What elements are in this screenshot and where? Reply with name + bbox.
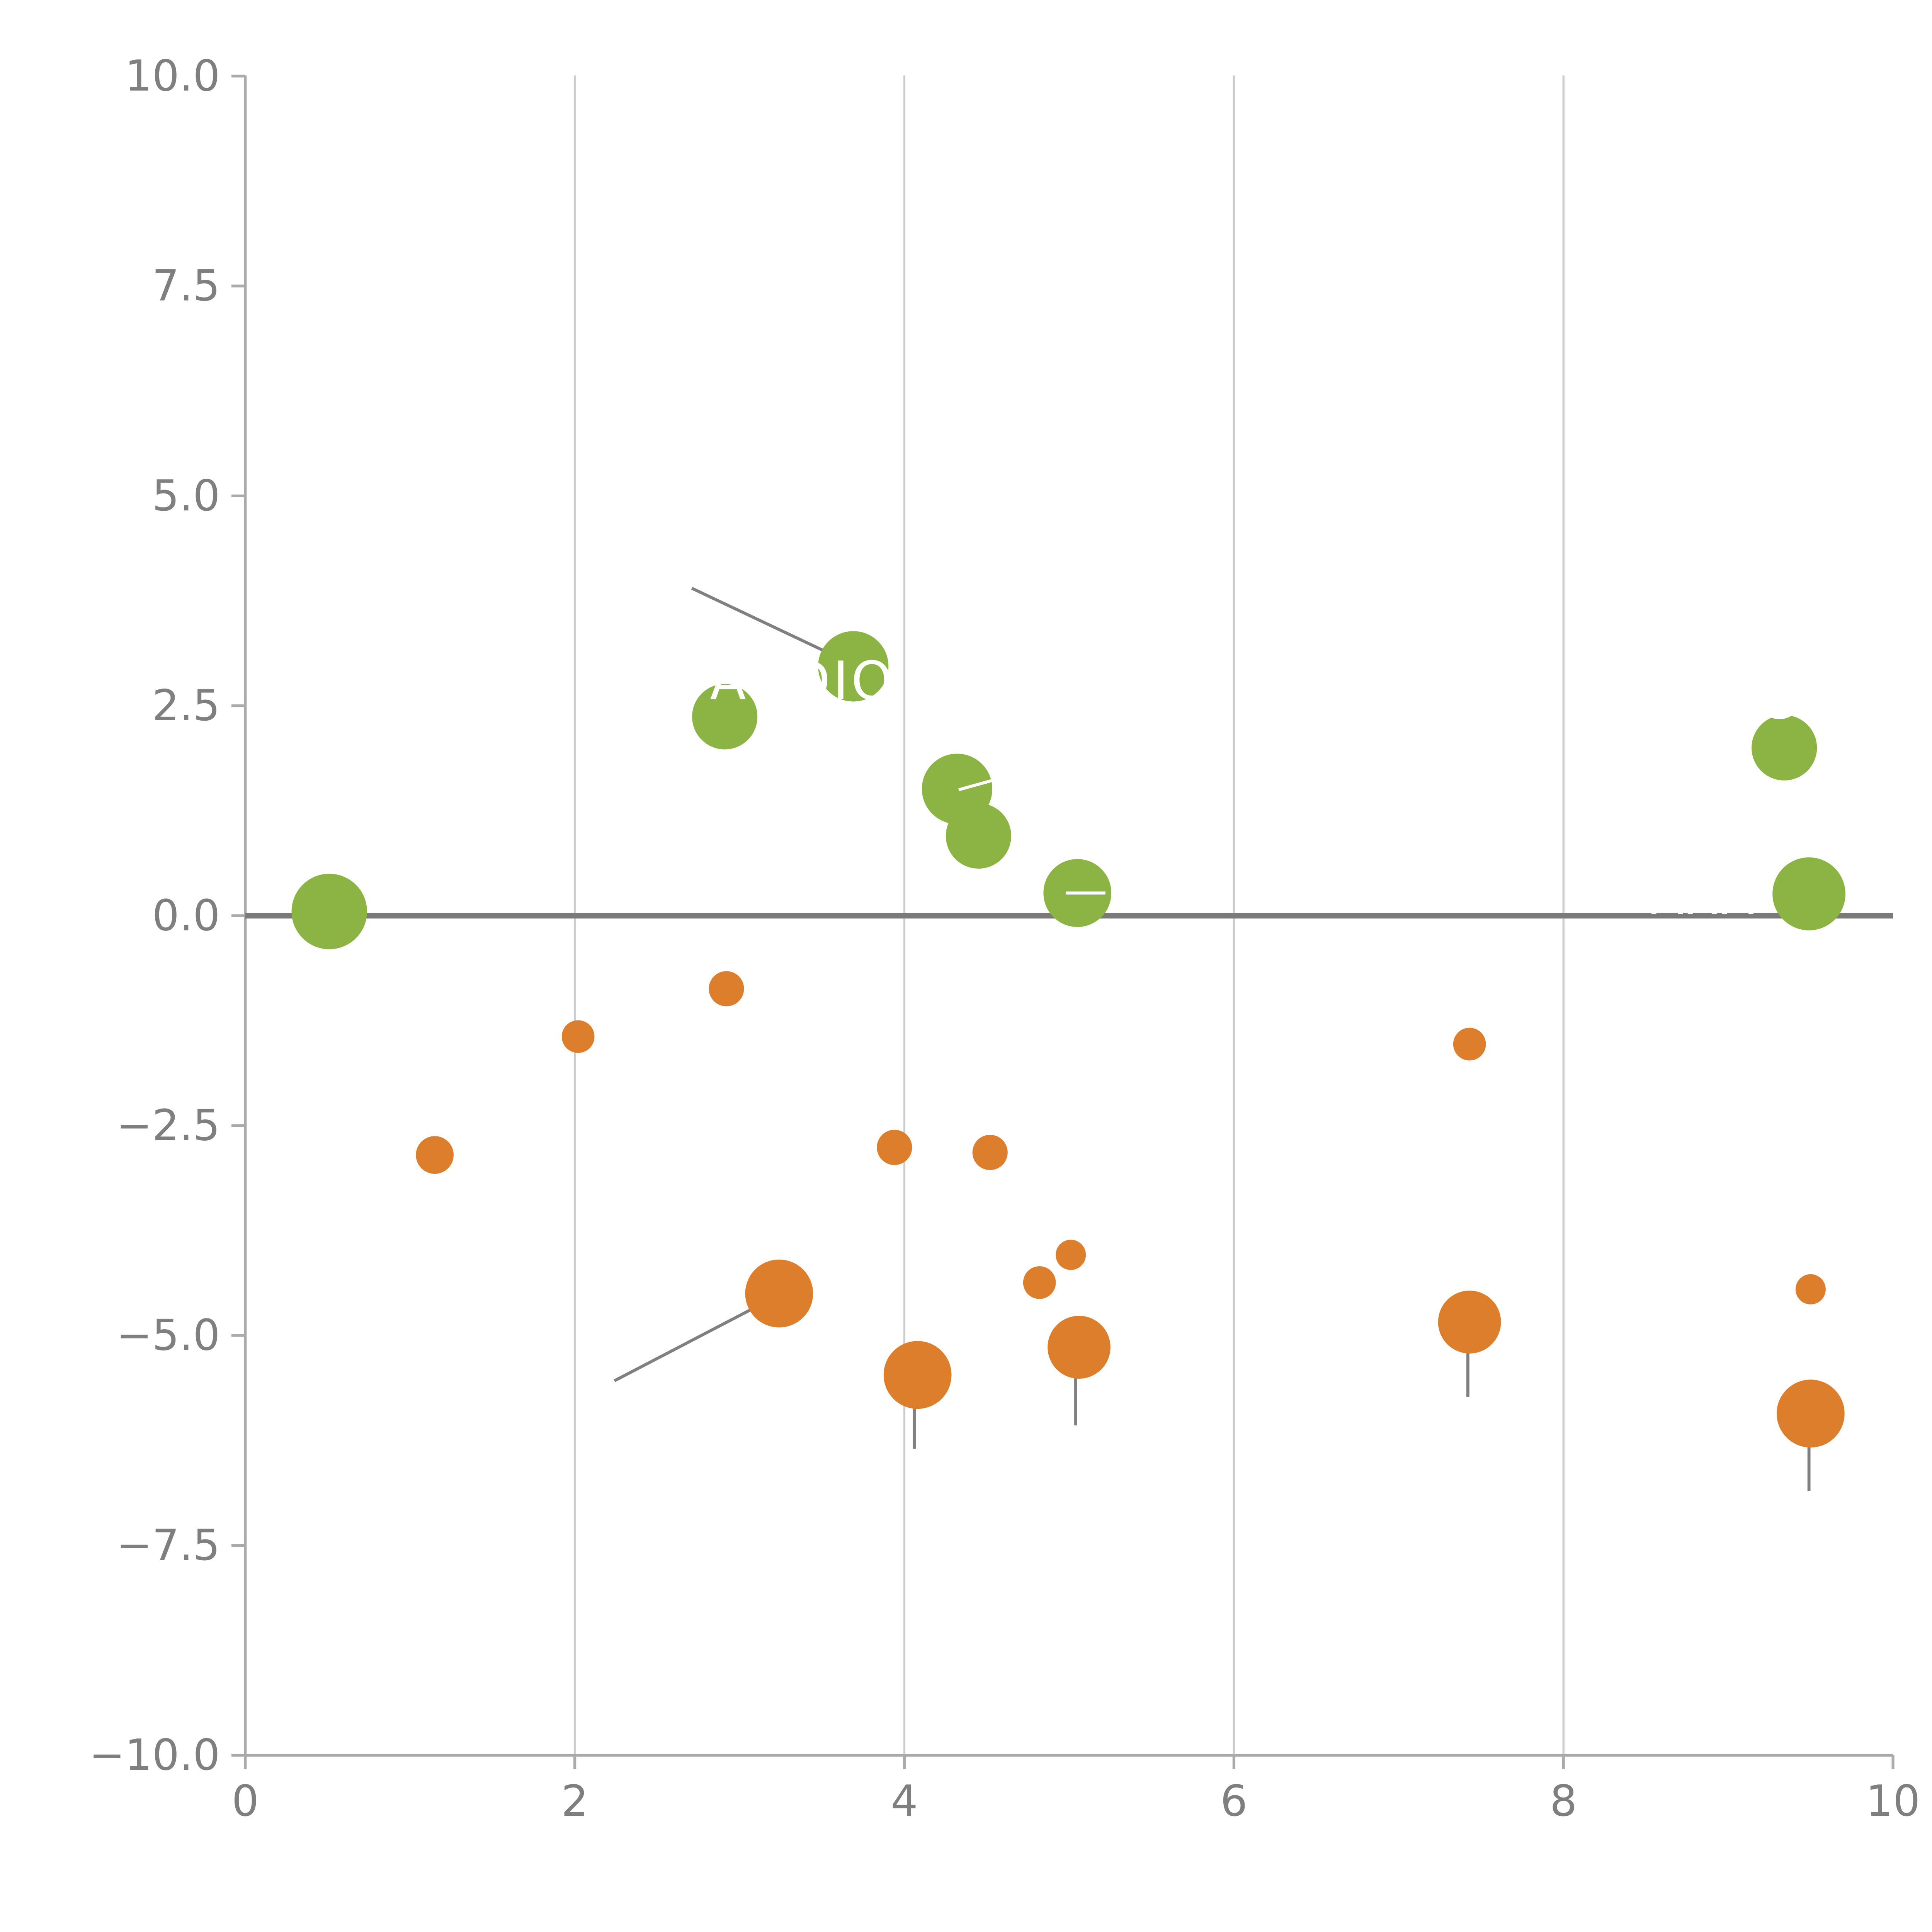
leader-line [614,1306,755,1383]
x-tick-label: 6 [1220,1776,1247,1826]
y-tick-label: −7.5 [116,1520,220,1570]
bubble-negative [1795,1274,1826,1304]
bubble-positive [692,684,758,750]
y-tick-label: 5.0 [152,471,220,521]
bubble-negative [745,1259,813,1328]
bubble-negative [1048,1316,1111,1379]
axis-layer: 10.0 7.5 5.0 2.5 0.0 −2.5 −5.0 −7.5 −10.00 2 4 6 8 10 [89,51,1920,1826]
bubble-positive [1772,857,1846,930]
bubble-positive [946,803,1012,869]
bubble-negative [416,1136,454,1174]
overlay-line-layer [958,778,1105,895]
bubble-negative [1023,1266,1056,1299]
bubble-annotation-label: AUDIO [710,650,895,712]
bubble-negative [877,1129,912,1165]
y-tick-label: 10.0 [125,51,220,101]
bubble-negative [1776,1379,1845,1448]
y-tick-label: −10.0 [89,1730,220,1780]
y-tick-label: 2.5 [152,681,220,731]
bubble-negative [1453,1027,1486,1061]
bubble-negative [561,1020,595,1053]
x-tick-label: 2 [561,1776,588,1826]
leader-line-layer [614,587,1811,1491]
bubble-annotation-label: AXA [1651,870,1756,925]
bubble-positive [291,874,367,949]
bubble-positive [1752,715,1817,781]
y-tick-label: −5.0 [116,1311,220,1361]
y-tick-label: 0.0 [152,891,220,940]
bubble-negative [972,1134,1008,1170]
bubble-negative [709,971,744,1007]
bubble-negative [883,1341,952,1409]
leader-line [958,778,996,791]
x-tick-label: 8 [1550,1776,1577,1826]
bubble-annotation-label: CE [1758,670,1833,731]
y-tick-label: −2.5 [116,1101,220,1151]
bubble-negative [1056,1240,1086,1270]
x-tick-label: 4 [891,1776,918,1826]
x-tick-label: 10 [1866,1776,1920,1826]
x-tick-label: 0 [232,1776,259,1826]
label-layer: AUDIO CE AXA [710,650,1833,925]
bubble-negative [1438,1291,1501,1354]
y-tick-label: 7.5 [152,261,220,311]
bubble-positive [818,631,889,702]
bubble-layer [291,631,1846,1448]
leader-line [691,587,831,655]
